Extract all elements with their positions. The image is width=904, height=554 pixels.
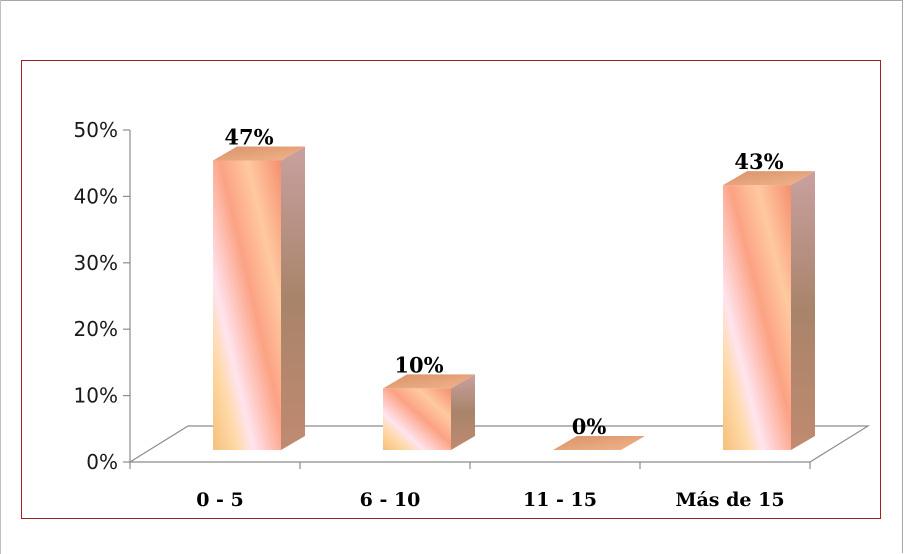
data-label: 10%	[394, 352, 443, 377]
y-tick-label: 0%	[86, 450, 118, 474]
x-category-label: 0 - 5	[196, 489, 244, 511]
y-tick-label: 10%	[74, 384, 118, 408]
data-label: 43%	[734, 149, 783, 174]
bar-top	[723, 171, 815, 186]
page-left-edge	[0, 0, 1, 554]
bar-top	[213, 146, 305, 161]
y-tick-label: 40%	[74, 184, 118, 208]
bar-top	[383, 374, 475, 389]
bar-side	[791, 171, 815, 450]
bar-side	[281, 146, 305, 451]
bar-side	[451, 374, 475, 450]
bar-top	[553, 436, 645, 450]
chart-plot-frame	[21, 60, 881, 519]
x-category-label: 6 - 10	[360, 489, 421, 511]
x-category-label: Más de 15	[675, 489, 784, 511]
data-label: 0%	[572, 414, 607, 439]
bar-front	[213, 160, 281, 451]
bar-front	[383, 388, 451, 450]
bars	[213, 146, 815, 451]
y-tick-label: 20%	[74, 317, 118, 341]
labels: 47% 0 - 5 10% 6 - 10 0% 11 - 15 43% Más de 15	[196, 124, 784, 511]
data-label: 47%	[224, 124, 273, 149]
axes: 0% 10% 20% 30% 40% 50%	[74, 118, 871, 474]
x-category-label: 11 - 15	[523, 489, 597, 511]
bar-front	[723, 185, 791, 450]
chart-floor	[127, 425, 871, 463]
y-tick-label: 50%	[74, 118, 118, 142]
y-tick-label: 30%	[74, 251, 118, 275]
